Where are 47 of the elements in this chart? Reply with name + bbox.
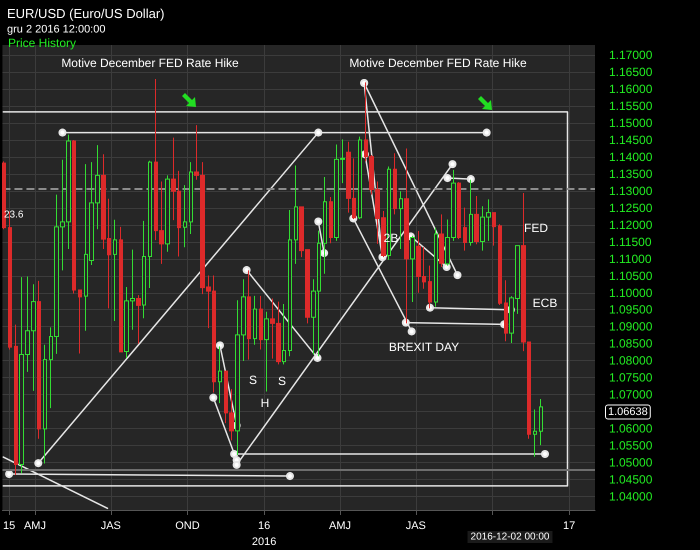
y-tick-label: 1.10000: [609, 286, 653, 300]
y-tick-label: 1.08500: [609, 336, 653, 351]
y-tick-label: 1.13000: [609, 184, 653, 198]
y-tick-label: 1.14500: [609, 133, 653, 148]
y-tick-label: 1.14000: [609, 150, 653, 164]
x-tick-label: JAS: [100, 520, 121, 532]
text: 1.06638: [608, 406, 648, 418]
annotation: Motive December FED Rate Hike: [349, 56, 528, 70]
x-tick-label: JAS: [406, 520, 426, 532]
y-tick-label: 1.07000: [609, 388, 653, 402]
y-tick-label: 1.12000: [609, 218, 653, 232]
y-tick-label: 1.11500: [609, 234, 652, 249]
y-tick-label: 1.15000: [609, 116, 653, 130]
x-tick-label: AMJ: [24, 520, 46, 532]
annotation: FED: [524, 221, 548, 235]
chart-title: EUR/USD (Euro/US Dollar): [7, 6, 164, 21]
y-tick-label: 1.09500: [609, 302, 653, 317]
y-tick-label: 1.05000: [609, 455, 653, 470]
annotation: Motive December FED Rate Hike: [61, 56, 240, 70]
chart-subtitle: gru 2 2016 12:00:00: [7, 24, 106, 36]
annotation: S: [278, 374, 286, 388]
y-tick-label: 1.06000: [609, 422, 653, 436]
y-tick-label: 1.17000: [609, 48, 653, 62]
y-tick-label: 1.09000: [609, 320, 653, 334]
y-tick-label: 1.13500: [609, 166, 653, 181]
x-tick-label: OND: [175, 520, 200, 532]
y-tick-label: 1.07500: [609, 370, 653, 385]
x-tick-label: AMJ: [328, 520, 351, 532]
y-tick-label: 1.16000: [609, 82, 653, 96]
text: 2016-12-02 00:00: [470, 532, 550, 542]
annotation: BREXIT DAY: [388, 340, 460, 354]
x-tick-label: 17: [563, 520, 576, 532]
y-tick-label: 1.16500: [609, 65, 653, 80]
annotation: Price History: [8, 36, 76, 50]
x-tick-label: 16 2016: [252, 520, 276, 548]
y-tick-label: 1.12500: [609, 200, 653, 215]
y-tick-label: 1.04000: [609, 489, 653, 504]
annotation: H: [260, 396, 270, 410]
y-tick-label: 1.08000: [609, 354, 653, 368]
annotation: S: [248, 373, 258, 387]
annotation: ECB: [532, 296, 558, 310]
y-tick-label: 1.05500: [609, 438, 653, 453]
y-tick-label: 1.15500: [609, 99, 653, 114]
y-tick-label: 1.04500: [609, 472, 653, 486]
y-tick-label: 1.11000: [609, 252, 652, 266]
y-tick-label: 1.10500: [609, 268, 653, 283]
x-tick-label: 15: [2, 520, 16, 532]
